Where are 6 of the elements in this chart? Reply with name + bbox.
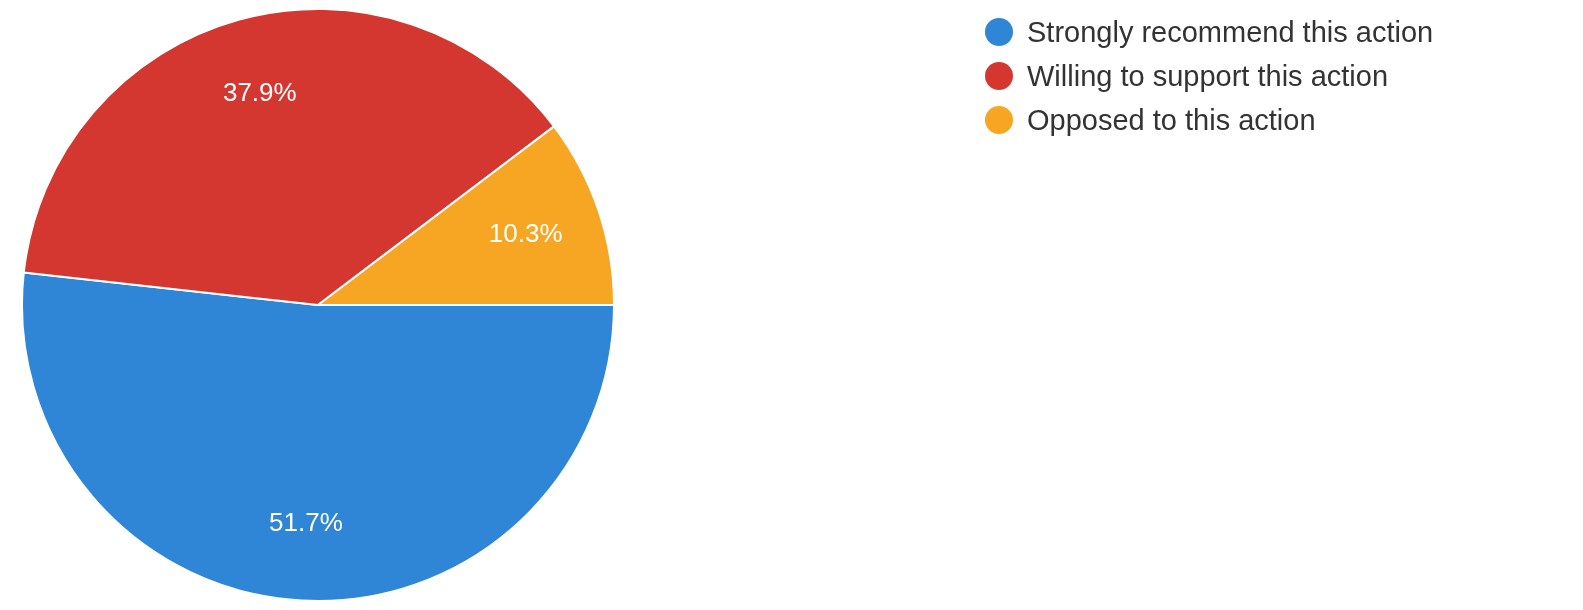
data-label: 10.3% [488,218,563,249]
legend-label: Willing to support this action [1027,59,1389,93]
data-label: 51.7% [269,506,343,537]
legend-label: Opposed to this action [1027,103,1316,137]
data-label: 37.9% [222,77,297,107]
legend-label: Strongly recommend this action [1027,15,1434,49]
